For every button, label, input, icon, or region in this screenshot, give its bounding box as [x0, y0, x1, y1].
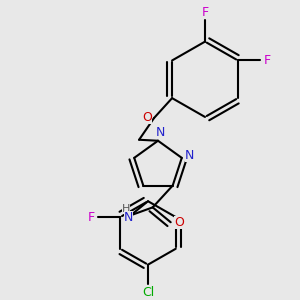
Text: Cl: Cl [142, 286, 154, 299]
Text: F: F [201, 6, 208, 20]
Text: F: F [263, 54, 271, 67]
Text: F: F [88, 211, 95, 224]
Text: O: O [174, 216, 184, 229]
Text: N: N [185, 149, 194, 162]
Text: H: H [122, 204, 130, 214]
Text: N: N [124, 211, 134, 224]
Text: N: N [155, 126, 165, 139]
Text: O: O [142, 111, 152, 124]
